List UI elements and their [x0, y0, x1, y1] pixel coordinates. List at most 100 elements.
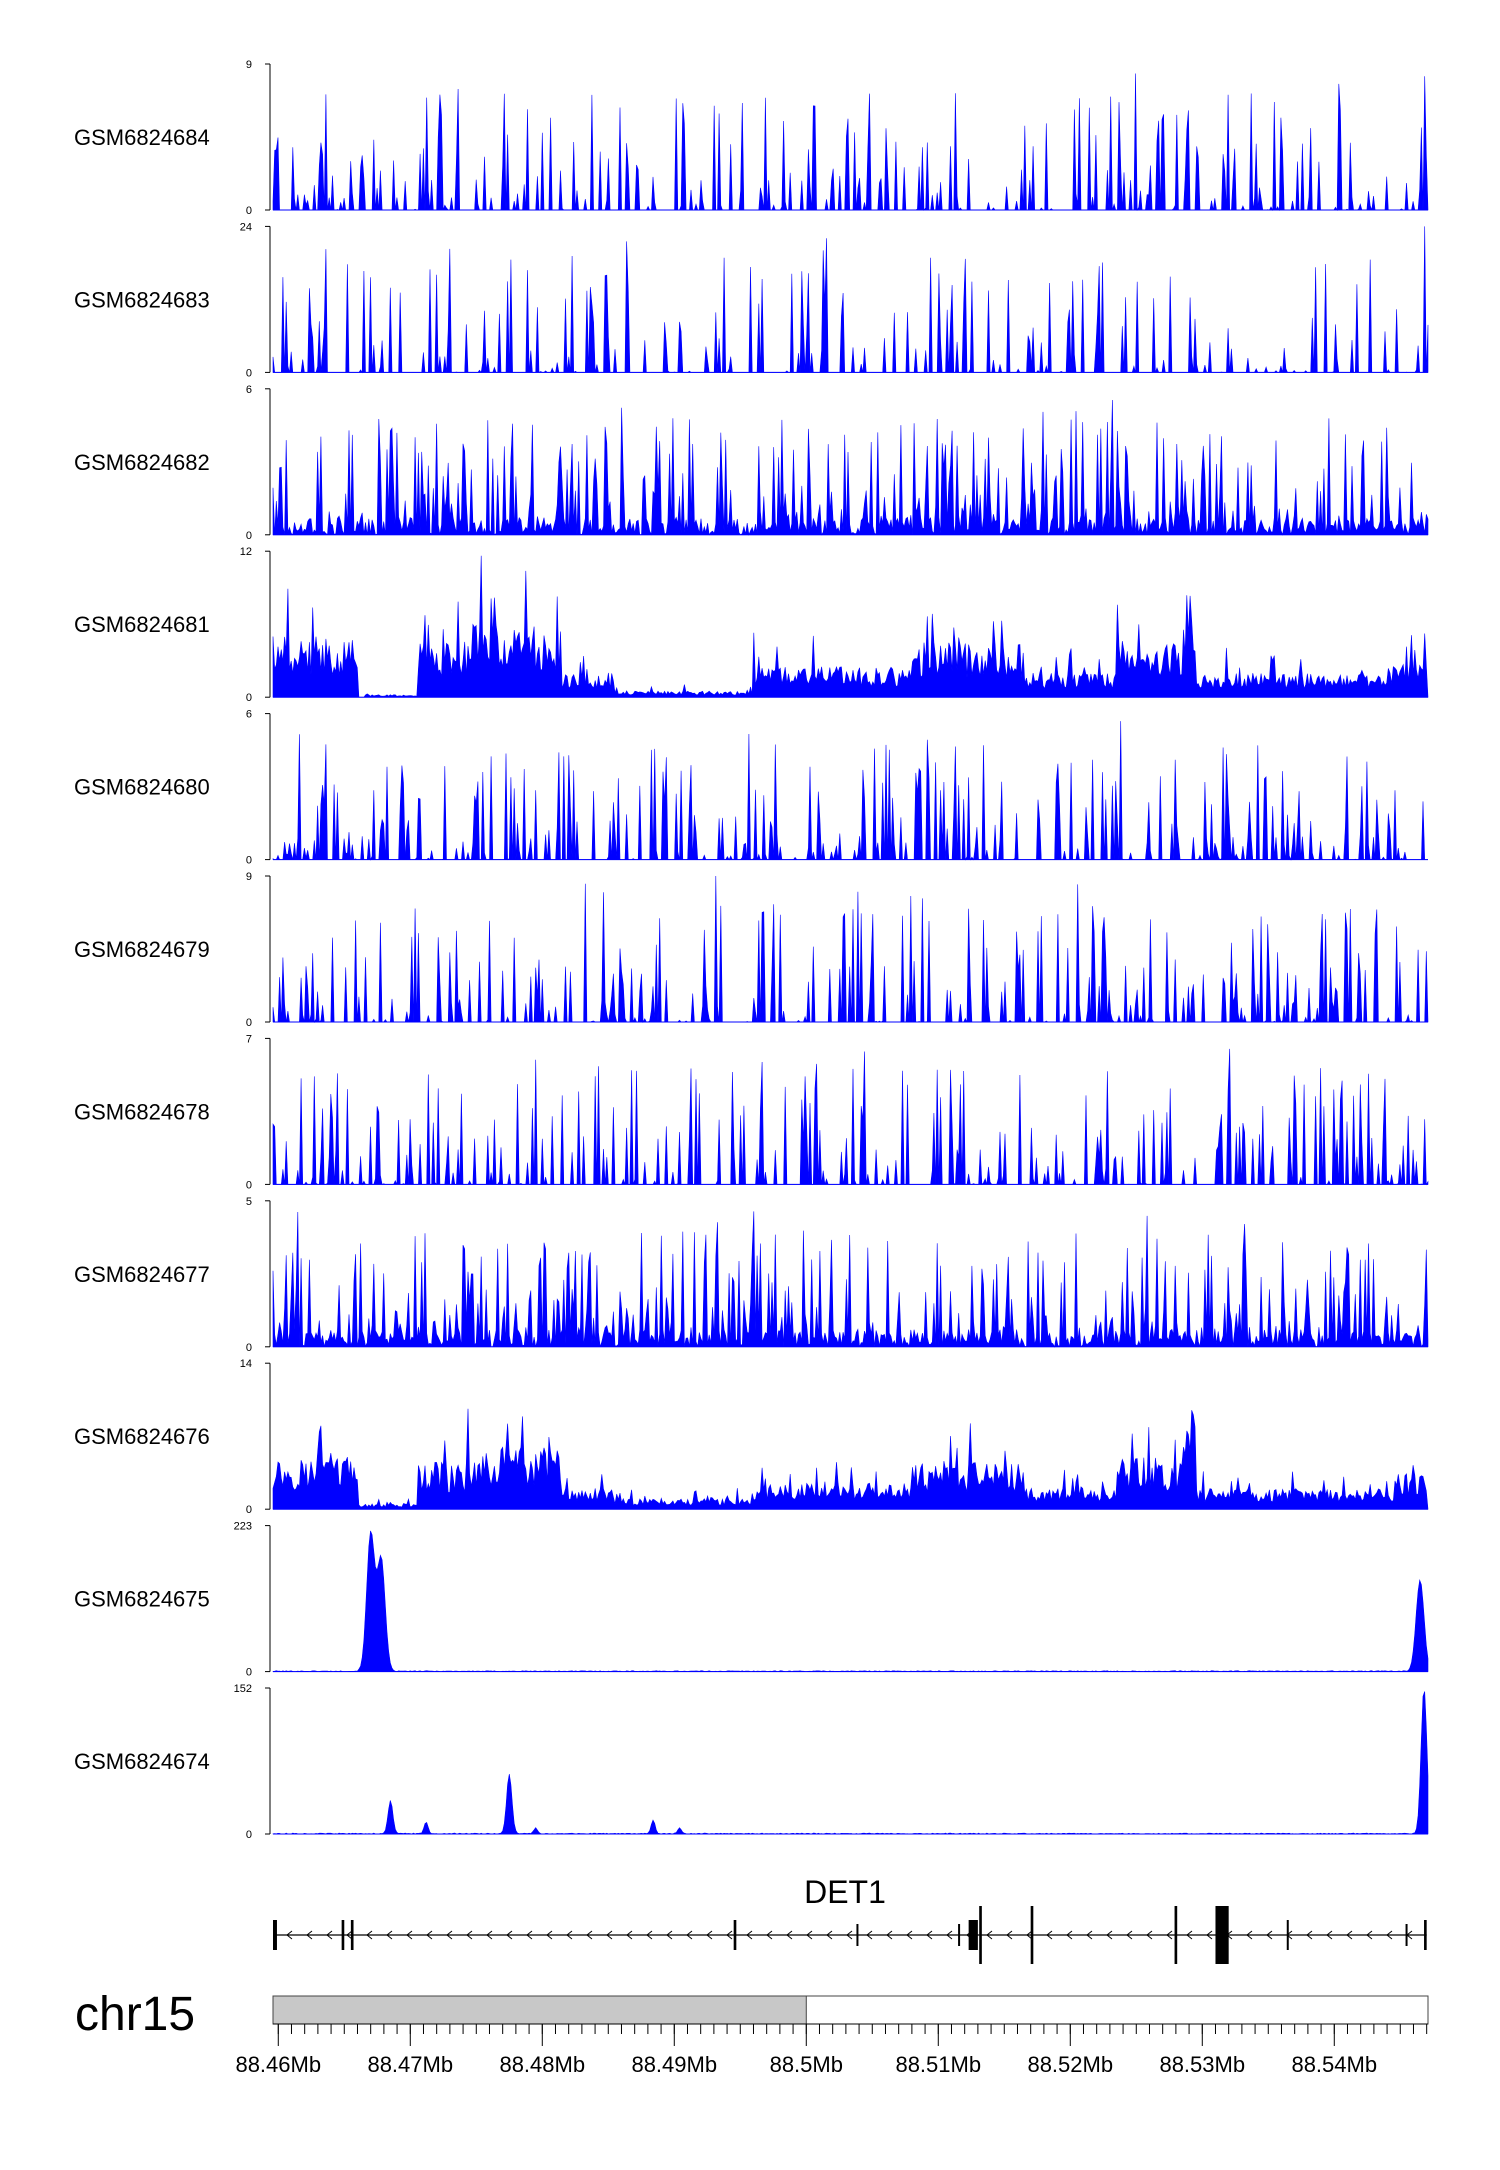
- strand-arrow: [766, 1930, 773, 1940]
- track-ymax-label: 152: [234, 1683, 252, 1695]
- strand-arrow: [606, 1930, 613, 1940]
- signal-tracks: GSM682468490GSM6824683240GSM682468260GSM…: [74, 59, 1429, 1841]
- strand-arrow: [386, 1930, 393, 1940]
- x-tick-label: 88.54Mb: [1291, 2052, 1377, 2077]
- x-tick-label: 88.49Mb: [631, 2052, 717, 2077]
- track-label: GSM6824682: [74, 450, 210, 475]
- gene-exon: [1174, 1906, 1178, 1964]
- gene-exon: [856, 1924, 859, 1946]
- x-tick-label: 88.51Mb: [895, 2052, 981, 2077]
- x-tick-label: 88.53Mb: [1159, 2052, 1245, 2077]
- track-label: GSM6824677: [74, 1262, 210, 1287]
- strand-arrow: [986, 1930, 993, 1940]
- x-tick-label: 88.46Mb: [235, 2052, 321, 2077]
- strand-arrow: [1106, 1930, 1113, 1940]
- track-ymax-label: 9: [246, 871, 252, 883]
- strand-arrow: [1266, 1930, 1273, 1940]
- x-tick-label: 88.47Mb: [367, 2052, 453, 2077]
- strand-arrow: [306, 1930, 313, 1940]
- gene-exon: [1215, 1906, 1229, 1964]
- track-ymax-label: 223: [234, 1521, 252, 1533]
- track-signal-area: [272, 399, 1429, 536]
- track-ymin-label: 0: [246, 530, 252, 542]
- strand-arrow: [786, 1930, 793, 1940]
- gene-exon: [733, 1920, 737, 1950]
- strand-arrow: [506, 1930, 513, 1940]
- gene-exon: [350, 1920, 354, 1950]
- chromosome-ideogram: chr15: [75, 1988, 1429, 2041]
- strand-arrow: [886, 1930, 893, 1940]
- track-GSM6824677: GSM6824677 5 0: [74, 1196, 1429, 1354]
- track-ymax-label: 12: [240, 546, 252, 558]
- chromosome-label: chr15: [75, 1988, 195, 2041]
- strand-arrow: [486, 1930, 493, 1940]
- strand-arrow: [1306, 1930, 1313, 1940]
- track-label: GSM6824681: [74, 612, 210, 637]
- track-ymin-label: 0: [246, 855, 252, 867]
- track-GSM6824680: GSM6824680 6 0: [74, 709, 1428, 867]
- strand-arrow: [326, 1930, 333, 1940]
- strand-arrow: [1346, 1930, 1353, 1940]
- track-label: GSM6824678: [74, 1099, 210, 1124]
- track-GSM6824682: GSM6824682 6 0: [74, 384, 1429, 542]
- strand-arrow: [546, 1930, 553, 1940]
- x-tick-label: 88.5Mb: [770, 2052, 843, 2077]
- track-label: GSM6824674: [74, 1749, 210, 1774]
- track-GSM6824676: GSM6824676 14 0: [74, 1358, 1429, 1516]
- track-label: GSM6824676: [74, 1424, 210, 1449]
- track-GSM6824681: GSM6824681 12 0: [74, 546, 1429, 704]
- track-ymax-label: 14: [240, 1358, 252, 1370]
- track-signal-area: [272, 555, 1429, 698]
- strand-arrow: [646, 1930, 653, 1940]
- strand-arrow: [586, 1930, 593, 1940]
- track-ymax-label: 7: [246, 1033, 252, 1045]
- gene-exon: [979, 1906, 982, 1964]
- strand-arrow: [566, 1930, 573, 1940]
- strand-arrow: [426, 1930, 433, 1940]
- track-signal-area: [272, 1691, 1429, 1835]
- strand-arrow: [1366, 1930, 1373, 1940]
- gene-exon: [1030, 1906, 1034, 1964]
- strand-arrow: [1326, 1930, 1333, 1940]
- ideogram-highlight: [272, 1995, 807, 2025]
- track-ymax-label: 6: [246, 709, 252, 721]
- track-signal-area: [272, 1211, 1429, 1348]
- strand-arrow: [466, 1930, 473, 1940]
- track-GSM6824678: GSM6824678 7 0: [74, 1033, 1429, 1191]
- track-label: GSM6824675: [74, 1587, 210, 1612]
- gene-exon: [341, 1920, 345, 1950]
- strand-arrow: [1186, 1930, 1193, 1940]
- strand-arrow: [826, 1930, 833, 1940]
- gene-exon: [1286, 1920, 1289, 1950]
- track-signal-area: [272, 1048, 1429, 1186]
- x-tick-label: 88.52Mb: [1027, 2052, 1113, 2077]
- track-signal-area: [272, 73, 1429, 212]
- track-GSM6824683: GSM6824683 24 0: [74, 221, 1429, 379]
- genome-axis: 88.46Mb 88.47Mb 88.48Mb 88.49Mb 88.5Mb 88.51M…: [235, 2023, 1428, 2077]
- strand-arrow: [286, 1930, 293, 1940]
- strand-arrow: [746, 1930, 753, 1940]
- strand-arrow: [706, 1930, 713, 1940]
- track-GSM6824675: GSM6824675 223 0: [74, 1521, 1429, 1679]
- track-ymin-label: 0: [246, 692, 252, 704]
- track-ymin-label: 0: [246, 1829, 252, 1841]
- strand-arrow: [1166, 1930, 1173, 1940]
- strand-arrow: [946, 1930, 953, 1940]
- track-signal-area: [272, 226, 1429, 374]
- track-ymin-label: 0: [246, 1342, 252, 1354]
- strand-arrow: [906, 1930, 913, 1940]
- track-ymin-label: 0: [246, 1667, 252, 1679]
- track-ymin-label: 0: [246, 1179, 252, 1191]
- track-signal-area: [272, 875, 1429, 1024]
- strand-arrow: [666, 1930, 673, 1940]
- strand-arrow: [446, 1930, 453, 1940]
- strand-arrow: [1386, 1930, 1393, 1940]
- strand-arrow: [686, 1930, 693, 1940]
- gene-exon: [273, 1920, 277, 1950]
- track-ymax-label: 5: [246, 1196, 252, 1208]
- track-GSM6824684: GSM6824684 9 0: [74, 59, 1429, 217]
- track-label: GSM6824684: [74, 125, 210, 150]
- strand-arrow: [846, 1930, 853, 1940]
- track-GSM6824679: GSM6824679 9 0: [74, 871, 1429, 1029]
